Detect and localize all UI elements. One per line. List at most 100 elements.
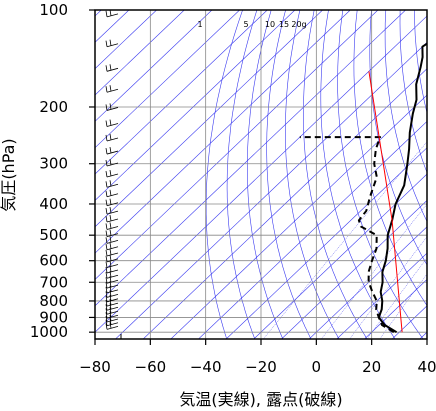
wind-barb-feather [109, 229, 112, 236]
wind-barb-shaft [106, 269, 119, 274]
y-tick-label: 300 [39, 155, 68, 173]
y-tick-label: 400 [39, 195, 68, 213]
isotherm-line [198, 120, 427, 339]
x-tick-label: 20 [362, 358, 381, 376]
wind-barb-feather [109, 10, 112, 16]
wind-barb-feather [105, 190, 108, 197]
isotherm-line [95, 15, 427, 333]
wind-barb-feather [109, 254, 112, 261]
wind-barb-shaft [106, 298, 119, 303]
grid-lines [95, 10, 427, 339]
wind-barb-feather [109, 242, 112, 249]
isotherm-line [95, 10, 406, 307]
wind-barb-shaft [106, 258, 119, 263]
wind-barb-feather [109, 276, 112, 283]
wind-barb-feather [105, 295, 108, 302]
y-tick-label: 500 [39, 226, 68, 244]
isotherm-line [95, 10, 157, 70]
wind-barb-shaft [106, 193, 119, 198]
wind-barb-feather [105, 120, 108, 127]
y-tick-label: 800 [39, 292, 68, 310]
wind-barb-shaft [106, 294, 119, 298]
wind-barb-feather [105, 104, 108, 111]
wind-barb-feather [109, 169, 112, 177]
wind-barb-feather [109, 285, 112, 292]
wind-barb-feather [109, 207, 112, 214]
wind-barb-feather [105, 255, 108, 262]
isotherm-line [336, 252, 427, 339]
wind-barb-feather [105, 208, 108, 215]
wind-barb-shaft [106, 202, 119, 207]
y-tick-label: 1000 [30, 323, 68, 341]
mixing-ratio-label: 10 [265, 20, 275, 29]
mixing-ratio-line [366, 257, 427, 339]
wind-barb-feather [105, 65, 108, 72]
y-tick-label: 900 [39, 308, 68, 326]
wind-barb-feather [105, 249, 108, 257]
wind-barb-shaft [106, 289, 119, 294]
wind-barb-shaft [106, 314, 119, 319]
wind-barb-shaft [106, 13, 119, 18]
wind-barb-shaft [106, 67, 119, 72]
wind-barb-feather [105, 215, 108, 223]
wind-barb-feather [109, 64, 112, 71]
mixing-ratio-label: 1 [197, 20, 202, 29]
wind-barb-feather [105, 86, 108, 93]
wind-barb-shaft [106, 173, 119, 178]
wind-barb-feather [105, 319, 108, 326]
wind-barb-feather [109, 198, 112, 205]
wind-barb-shaft [106, 226, 119, 230]
mixing-ratio-label: 5 [243, 20, 248, 29]
wind-barb-feather [109, 303, 112, 310]
isotherm-line [95, 10, 323, 228]
wind-barb-shaft [106, 279, 119, 284]
wind-barb-feather [105, 261, 108, 268]
isotherm-line [170, 94, 427, 339]
x-tick-label: 0 [312, 358, 322, 376]
y-axis-title: 気圧(hPa) [0, 138, 18, 211]
wind-barb-shaft [106, 183, 119, 188]
wind-barb-feather [105, 308, 108, 315]
wind-barb-shaft [106, 233, 119, 237]
wind-barb-feather [105, 300, 108, 307]
x-tick-label: −20 [245, 358, 277, 376]
wind-barb-shaft [106, 88, 119, 93]
wind-barb-feather [109, 103, 112, 110]
wind-barb-feather [105, 230, 108, 237]
wind-barb-feather [109, 222, 112, 229]
isotherm-line [95, 10, 185, 96]
dewpoint-line [299, 136, 395, 334]
wind-barb-feather [109, 307, 112, 314]
isotherm-line [95, 10, 351, 254]
wind-barb-shaft [106, 318, 119, 323]
mixing-ratio-label: 20g [291, 20, 306, 29]
parcel-line [368, 71, 403, 333]
wind-barb-shaft [106, 239, 119, 244]
y-tick-label: 600 [39, 252, 68, 270]
isotherm-line [253, 173, 427, 339]
wind-barb-feather [105, 181, 108, 188]
wind-barb-feather [109, 146, 112, 154]
wind-barb-feather [105, 147, 108, 155]
wind-barb-feather [109, 260, 112, 267]
wind-barb-feather [109, 158, 112, 166]
isotherm-line [308, 226, 427, 339]
wind-barb-feather [105, 237, 108, 244]
mixing-ratio-label: 15 [279, 20, 289, 29]
wind-barb-feather [105, 170, 108, 178]
wind-barb-feather [105, 40, 108, 47]
dry-adiabat-line [429, 10, 436, 346]
wind-barb-shaft [106, 43, 119, 48]
wind-barb-feather [105, 277, 108, 284]
wind-barb-feather [105, 272, 108, 279]
y-tick-label: 100 [39, 1, 68, 19]
wind-barb-shaft [106, 162, 119, 167]
mixing-ratio-labels: 1 5 10 15 20g [197, 20, 306, 29]
wind-barb-feather [105, 10, 108, 17]
wind-barb-feather [105, 304, 108, 311]
y-tick-label: 700 [39, 273, 68, 291]
isotherm-line [95, 10, 213, 122]
wind-barb-feather [105, 312, 108, 319]
wind-barb-feather [105, 323, 108, 330]
